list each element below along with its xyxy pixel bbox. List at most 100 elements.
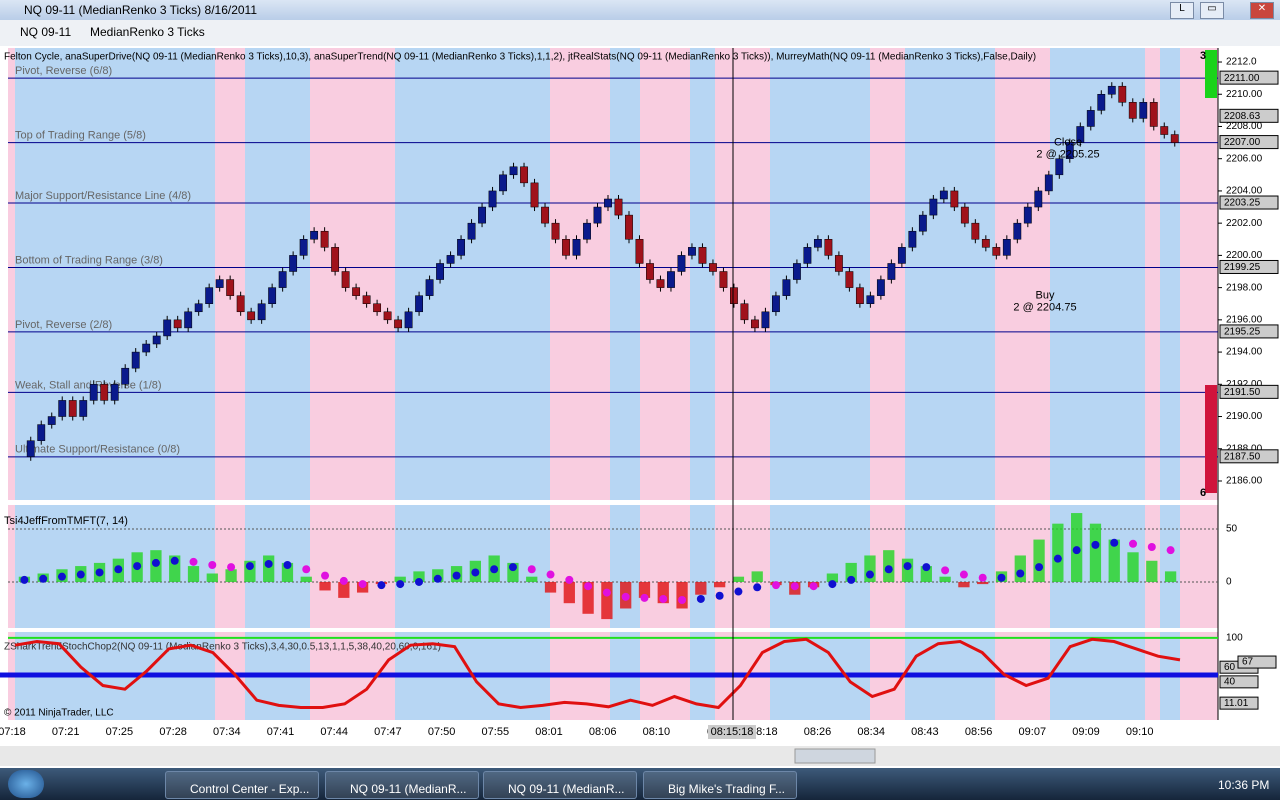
renko-bar	[110, 384, 119, 401]
tsi-bar	[695, 581, 707, 595]
signal-dot	[602, 588, 611, 597]
renko-bar	[551, 222, 560, 240]
y-tick-label: 2196.00	[1226, 314, 1263, 325]
renko-bar	[100, 384, 109, 401]
x-tick-label: 08:10	[643, 726, 671, 738]
trend-band	[310, 48, 395, 720]
tsi-bar	[544, 581, 557, 593]
murrey-label: Bottom of Trading Range (3/8)	[15, 254, 163, 266]
trade-note: 2 @ 2205.25	[1036, 149, 1099, 161]
signal-dot	[734, 587, 743, 596]
renko-bar	[299, 239, 308, 256]
level-label: 60	[1224, 662, 1236, 673]
renko-bar	[834, 255, 843, 272]
scroll-thumb[interactable]	[794, 748, 876, 764]
restore-button[interactable]: ▭	[1200, 2, 1224, 19]
murrey-price-box	[1219, 259, 1279, 274]
level-label: 40	[1224, 676, 1236, 687]
signal-dot	[903, 562, 912, 571]
renko-bar	[792, 263, 801, 280]
y-tick-label: 2198.00	[1226, 282, 1263, 293]
scale-green	[1205, 50, 1217, 98]
murrey-price: 2203.25	[1224, 198, 1261, 209]
murrey-price-box	[1219, 384, 1279, 399]
last-price-box	[1219, 108, 1279, 123]
renko-bar	[499, 174, 507, 192]
x-tick-label: 08:01	[535, 726, 563, 738]
task-btn[interactable]: NQ 09-11 (MedianR...	[483, 771, 637, 799]
tsi-bar	[413, 571, 425, 582]
renko-bar	[331, 247, 340, 272]
renko-bar	[803, 247, 812, 264]
signal-dot	[114, 565, 123, 574]
signal-dot	[753, 583, 762, 592]
signal-dot	[546, 570, 555, 579]
trend-band	[870, 48, 905, 720]
tsi-bar	[169, 555, 181, 582]
signal-dot	[1035, 563, 1044, 572]
renko-bar	[446, 255, 455, 264]
signal-dot	[396, 580, 405, 589]
renko-bar	[457, 239, 465, 256]
signal-dot	[39, 574, 48, 583]
signal-dot	[847, 575, 856, 584]
renko-bar	[992, 247, 1001, 256]
close-button[interactable]: ✕	[1250, 2, 1274, 19]
signal-dot	[809, 582, 818, 591]
task-label: Big Mike's Trading F...	[668, 782, 785, 796]
signal-dot	[1016, 569, 1025, 578]
trend-band	[995, 48, 1050, 720]
y-tick-label: 0	[1226, 577, 1232, 588]
renko-bar	[1149, 102, 1158, 127]
renko-bar	[383, 311, 392, 321]
renko-bar	[131, 351, 140, 369]
instrument-select[interactable]: NQ 09-11	[20, 25, 72, 39]
scale-label: 6	[1200, 487, 1206, 499]
signal-dot	[584, 582, 593, 591]
renko-bar	[583, 222, 591, 240]
tsi-bar	[1014, 555, 1026, 582]
tsi-bar	[507, 562, 519, 582]
tsi-bar	[958, 581, 970, 588]
renko-bar	[184, 311, 193, 329]
renko-bar	[415, 295, 424, 313]
panel-sep	[0, 500, 1280, 505]
renko-bar	[226, 279, 235, 296]
murrey-price: 2211.00	[1224, 73, 1260, 84]
min-button[interactable]: L	[1170, 2, 1194, 19]
period-select[interactable]: MedianRenko 3 Ticks	[90, 25, 205, 39]
indicators: Felton Cycle, anaSuperDrive(NQ 09-11 (Me…	[4, 52, 1036, 63]
signal-dot	[1072, 546, 1081, 555]
y-tick-label: 2212.0	[1226, 57, 1257, 68]
renko-bar	[530, 182, 539, 208]
trend-band	[8, 48, 15, 720]
renko-bar	[236, 295, 245, 313]
task-btn[interactable]: Control Center - Exp...	[165, 771, 319, 799]
x-tick-label: 07:18	[0, 726, 26, 738]
task-btn[interactable]: Big Mike's Trading F...	[643, 771, 797, 799]
murrey-price: 2187.50	[1224, 451, 1261, 462]
trend-band	[715, 48, 770, 720]
murrey-price: 2207.00	[1224, 137, 1261, 148]
trend-band	[550, 48, 610, 720]
renko-bar	[89, 384, 98, 401]
x-tick-label: 08:34	[857, 726, 885, 738]
start-button[interactable]	[8, 770, 44, 798]
y-tick-label: 100	[1226, 632, 1243, 643]
tsi-bar	[901, 558, 914, 582]
renko-bar	[971, 222, 980, 240]
tsi-bar	[225, 569, 237, 582]
murrey-price-box	[1219, 195, 1279, 210]
signal-dot	[678, 596, 687, 605]
renko-bar	[121, 367, 130, 385]
chart-area: Felton Cycle, anaSuperDrive(NQ 09-11 (Me…	[0, 46, 1280, 768]
signal-dot	[414, 577, 423, 586]
renko-bar	[845, 271, 854, 288]
signal-dot	[790, 582, 799, 591]
x-tick-label: 08:18	[750, 726, 778, 738]
trend-band	[640, 48, 690, 720]
renko-bar	[47, 416, 56, 425]
task-btn[interactable]: NQ 09-11 (MedianR...	[325, 771, 479, 799]
signal-dot	[20, 575, 29, 584]
